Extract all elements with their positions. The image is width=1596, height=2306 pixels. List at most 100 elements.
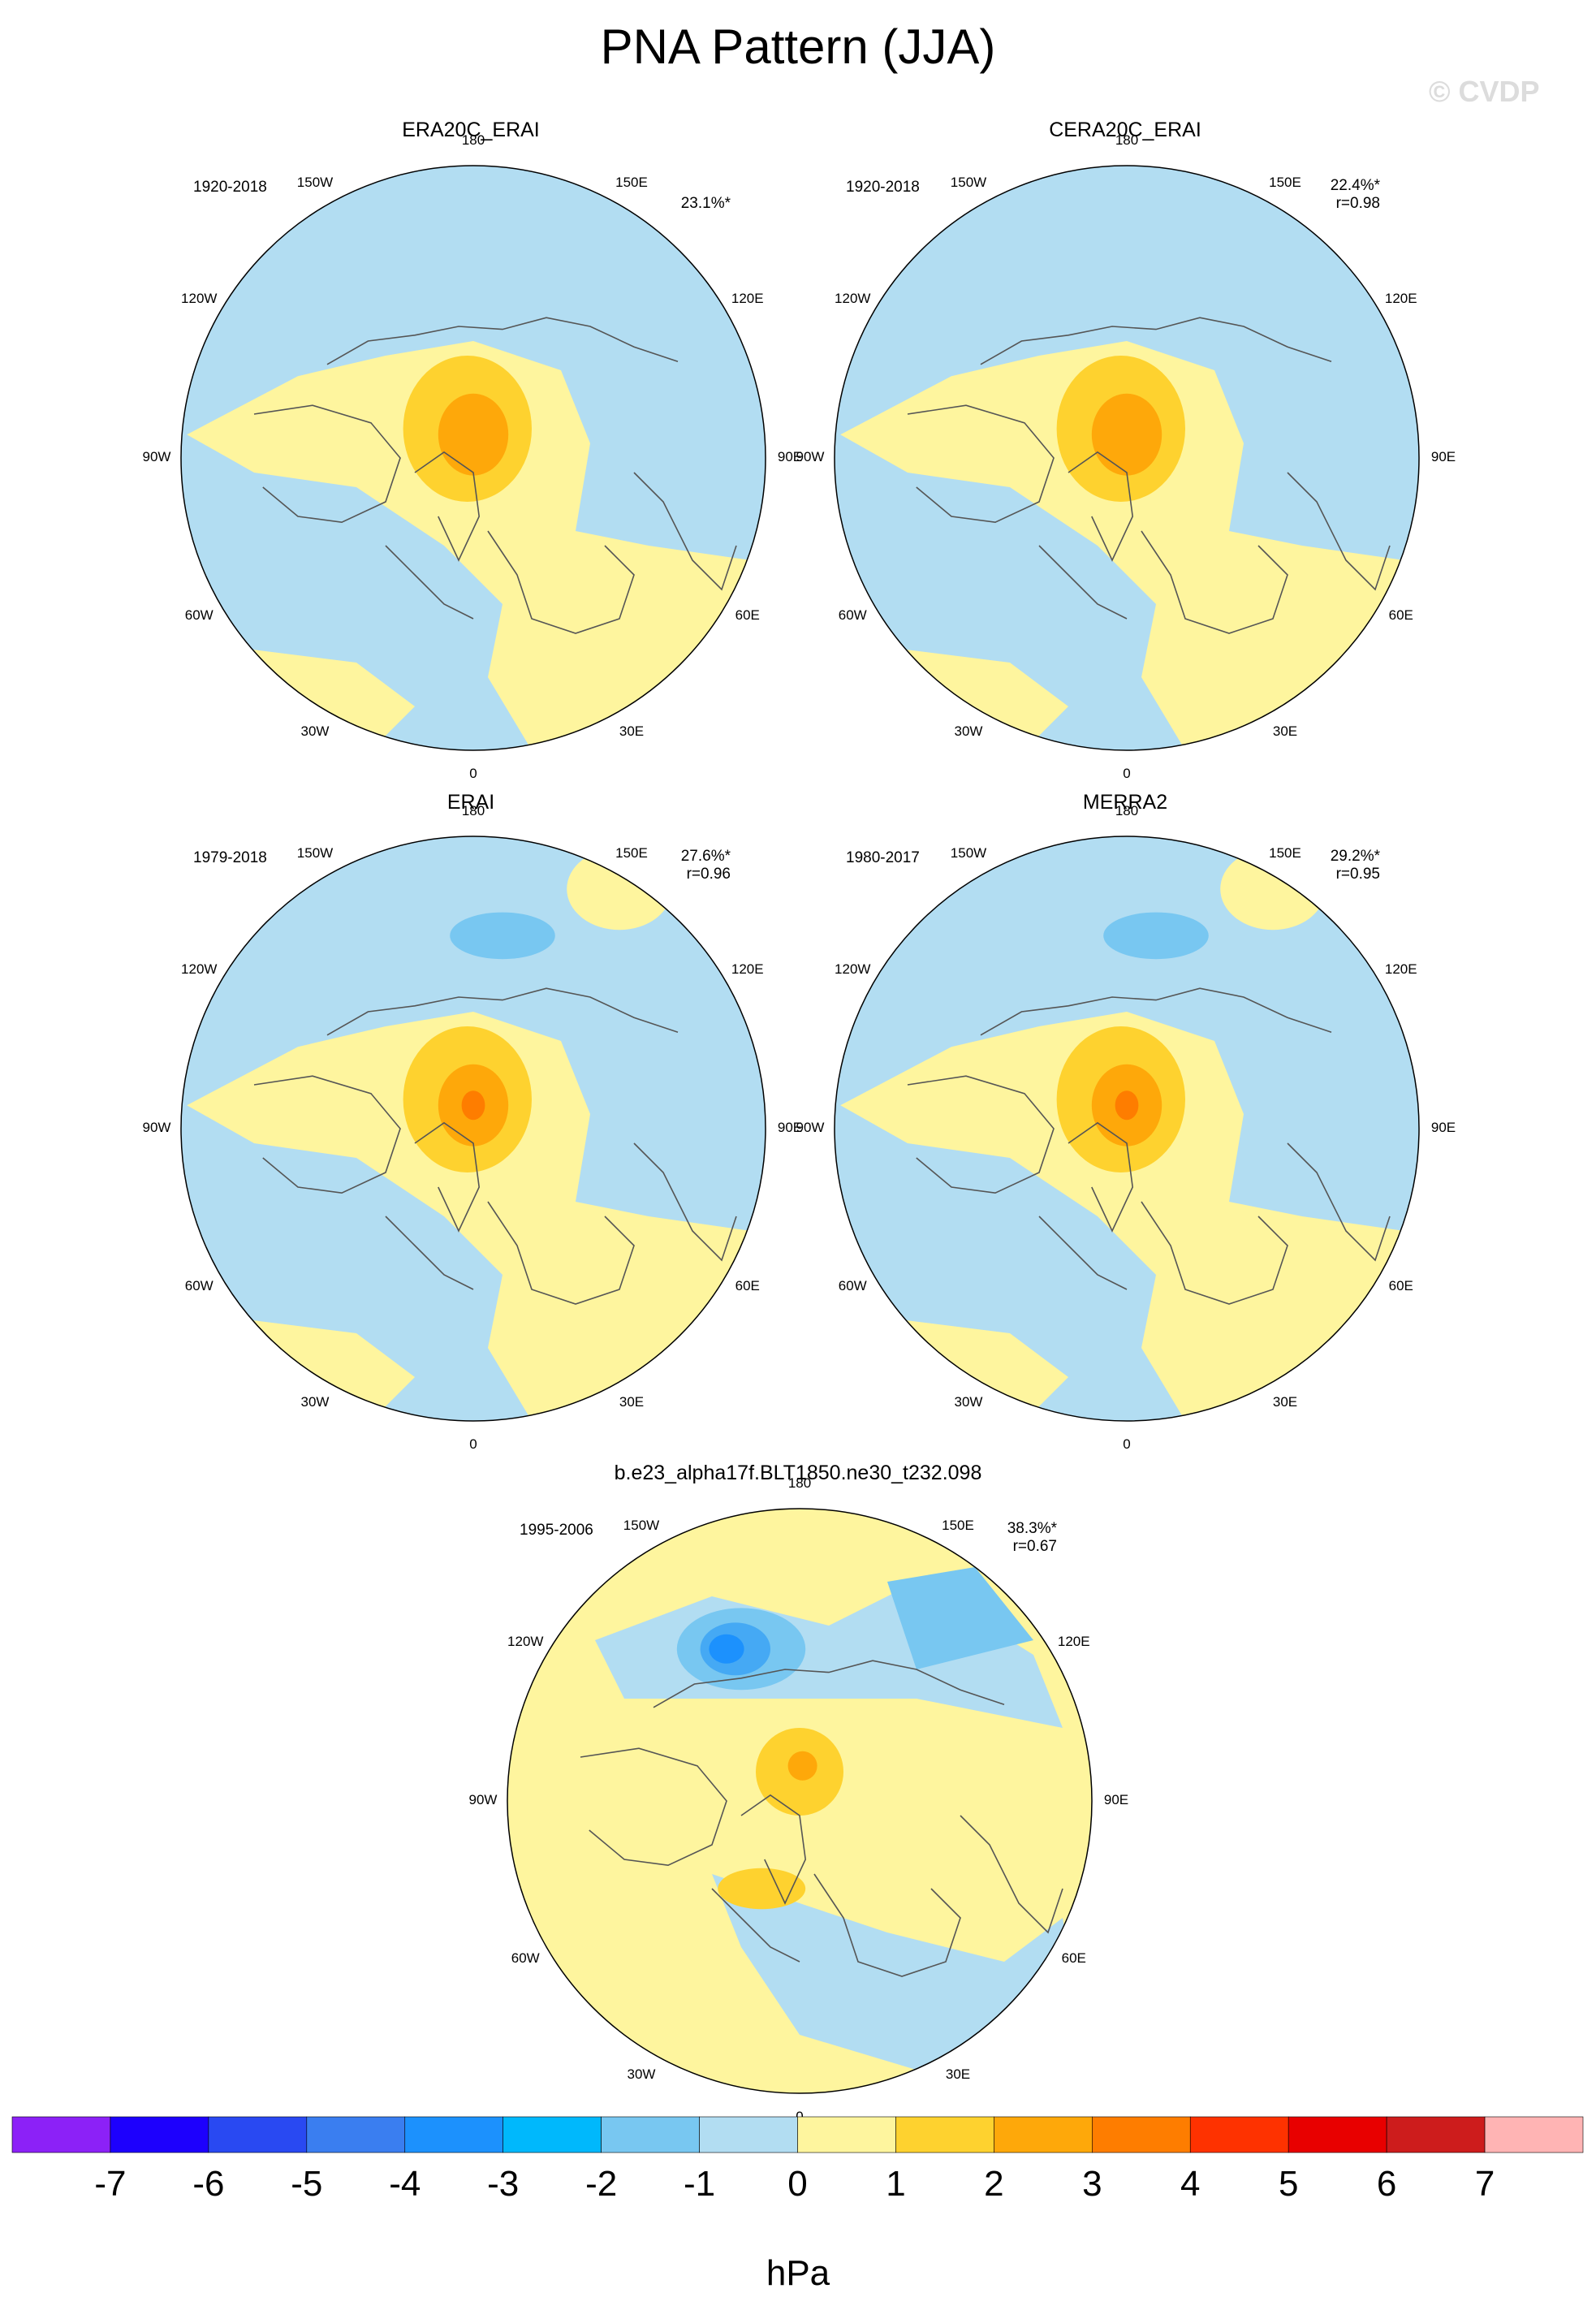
coastline bbox=[813, 1873, 961, 1977]
coastline bbox=[385, 545, 474, 620]
colorbar-swatch bbox=[994, 2116, 1093, 2153]
coastline bbox=[253, 404, 401, 524]
positive-anomaly-region bbox=[787, 1751, 817, 1781]
negative-anomaly-region bbox=[709, 1634, 744, 1664]
longitude-label: 180 bbox=[787, 1475, 812, 1491]
longitude-label: 30W bbox=[954, 1393, 983, 1410]
map-border bbox=[180, 165, 766, 751]
colorbar-unit: hPa bbox=[766, 2253, 830, 2293]
colorbar-swatch bbox=[306, 2116, 406, 2153]
coastline bbox=[253, 1075, 401, 1194]
colorbar-swatch bbox=[1484, 2116, 1584, 2153]
longitude-label: 180 bbox=[461, 132, 485, 148]
longitude-label: 150E bbox=[1269, 845, 1301, 862]
coastline bbox=[414, 451, 481, 562]
longitude-label: 180 bbox=[1115, 132, 1139, 148]
panel-title-model: b.e23_alpha17f.BLT1850.ne30_t232.098 bbox=[614, 1462, 982, 1484]
colorbar-swatch bbox=[11, 2116, 111, 2153]
longitude-label: 30E bbox=[619, 1393, 645, 1410]
longitude-label: 120E bbox=[731, 291, 764, 306]
longitude-label: 0 bbox=[796, 2109, 804, 2124]
longitude-label: 30W bbox=[627, 2066, 656, 2082]
correlation-label-erai: r=0.96 bbox=[686, 866, 731, 883]
longitude-label: 60E bbox=[735, 607, 760, 623]
longitude-label: 60W bbox=[838, 607, 867, 623]
colorbar-tick-label: -7 bbox=[94, 2164, 127, 2204]
longitude-label: 30W bbox=[954, 723, 983, 739]
longitude-label: 0 bbox=[1123, 766, 1131, 781]
longitude-label: 120W bbox=[507, 1634, 544, 1649]
period-label-merra2: 1980-2017 bbox=[846, 849, 920, 866]
longitude-label: 30E bbox=[945, 2066, 971, 2082]
colorbar-tick-label: 0 bbox=[787, 2164, 808, 2204]
period-label-cera20c: 1920-2018 bbox=[846, 179, 920, 196]
coastline bbox=[1287, 472, 1391, 591]
longitude-label: 60E bbox=[1388, 1278, 1413, 1293]
map-border bbox=[834, 165, 1420, 751]
coastline bbox=[1038, 545, 1128, 620]
correlation-label-cera20c: r=0.98 bbox=[1335, 195, 1380, 212]
colorbar-tick-label: -5 bbox=[291, 2164, 323, 2204]
variance-label-erai: 27.6%* bbox=[680, 848, 731, 865]
coastline bbox=[633, 1142, 737, 1262]
negative-anomaly-region bbox=[1103, 912, 1209, 960]
longitude-label: 90E bbox=[777, 449, 803, 464]
coastline bbox=[326, 987, 679, 1036]
coastline bbox=[385, 1216, 474, 1290]
longitude-label: 150E bbox=[615, 845, 648, 862]
longitude-label: 120W bbox=[835, 291, 871, 306]
correlation-label-model: r=0.67 bbox=[1012, 1538, 1057, 1555]
longitude-label: 30E bbox=[619, 723, 645, 739]
coastline bbox=[1141, 1201, 1288, 1305]
coastline bbox=[1141, 530, 1288, 634]
positive-anomaly-region bbox=[1091, 393, 1162, 476]
longitude-label: 60W bbox=[511, 1950, 540, 1966]
panel-title-erai: ERAI bbox=[446, 791, 495, 814]
coastline bbox=[487, 530, 635, 634]
longitude-label: 150W bbox=[296, 175, 334, 191]
colorbar-tick-label: -4 bbox=[389, 2164, 421, 2204]
colorbar-swatch bbox=[601, 2116, 700, 2153]
positive-anomaly-region bbox=[187, 341, 766, 750]
variance-label-era20c: 23.1%* bbox=[680, 195, 731, 212]
coastline bbox=[1068, 451, 1134, 562]
colorbar-swatch bbox=[503, 2116, 602, 2153]
panel-title-era20c: ERA20C_ERAI bbox=[402, 119, 540, 141]
negative-anomaly-region bbox=[450, 912, 555, 960]
colorbar-swatch bbox=[1386, 2116, 1486, 2153]
variance-label-merra2: 29.2%* bbox=[1330, 848, 1380, 865]
longitude-label: 90W bbox=[796, 449, 825, 464]
period-label-model: 1995-2006 bbox=[520, 1522, 593, 1539]
map-border bbox=[507, 1508, 1093, 2094]
coastline bbox=[980, 987, 1332, 1036]
coastline bbox=[653, 1660, 1005, 1708]
positive-anomaly-region bbox=[1115, 1090, 1139, 1121]
colorbar-tick-label: -3 bbox=[487, 2164, 520, 2204]
longitude-label: 0 bbox=[469, 1436, 477, 1452]
coastline bbox=[1287, 1142, 1391, 1262]
colorbar-tick-label: -1 bbox=[684, 2164, 716, 2204]
longitude-label: 60W bbox=[184, 1278, 214, 1293]
longitude-label: 30E bbox=[1272, 723, 1298, 739]
longitude-label: 60W bbox=[184, 607, 214, 623]
watermark-logo: © CVDP bbox=[1429, 75, 1540, 108]
colorbar-swatch bbox=[110, 2116, 209, 2153]
positive-anomaly-region bbox=[461, 1090, 485, 1121]
positive-anomaly-region bbox=[438, 393, 509, 476]
longitude-label: 90E bbox=[1430, 1120, 1456, 1135]
coastline bbox=[740, 1794, 807, 1905]
correlation-label-merra2: r=0.95 bbox=[1335, 866, 1380, 883]
colorbar-tick-label: 4 bbox=[1180, 2164, 1201, 2204]
longitude-label: 120E bbox=[1057, 1634, 1090, 1649]
coastline bbox=[711, 1888, 800, 1963]
colorbar-tick-label: 3 bbox=[1082, 2164, 1102, 2204]
longitude-label: 30W bbox=[300, 1393, 330, 1410]
longitude-label: 0 bbox=[469, 766, 477, 781]
colorbar-swatch bbox=[895, 2116, 994, 2153]
longitude-label: 120W bbox=[181, 961, 218, 977]
colorbar-swatch bbox=[1189, 2116, 1289, 2153]
